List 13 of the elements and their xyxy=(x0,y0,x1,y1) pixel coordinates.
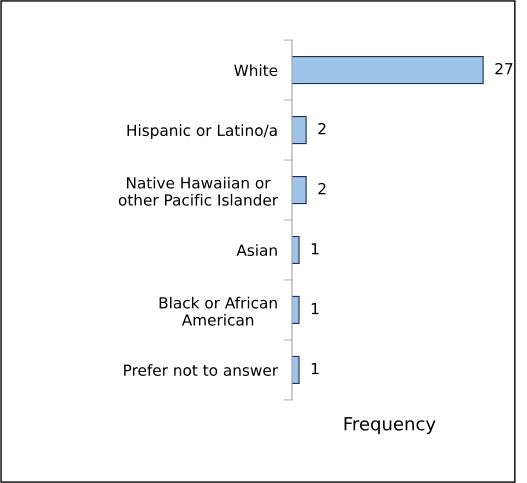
data-label: 2 xyxy=(318,182,326,194)
y-tick-label: Hispanic or Latino/a xyxy=(128,124,277,140)
y-tick-label: White xyxy=(234,64,278,76)
y-tick-label: Prefer not to answer xyxy=(124,364,278,376)
y-tick-label: Native Hawaiian or other Pacific Islander xyxy=(118,176,278,206)
data-label: 2 xyxy=(318,122,326,134)
data-label: 1 xyxy=(312,363,318,374)
data-label: 1 xyxy=(312,243,318,254)
data-label: 27 xyxy=(495,62,512,74)
x-axis-title: Frequency xyxy=(344,417,436,434)
data-label: 1 xyxy=(312,303,318,314)
y-tick-label: Asian xyxy=(236,244,277,256)
y-tick-label: Black or African American xyxy=(160,296,277,326)
